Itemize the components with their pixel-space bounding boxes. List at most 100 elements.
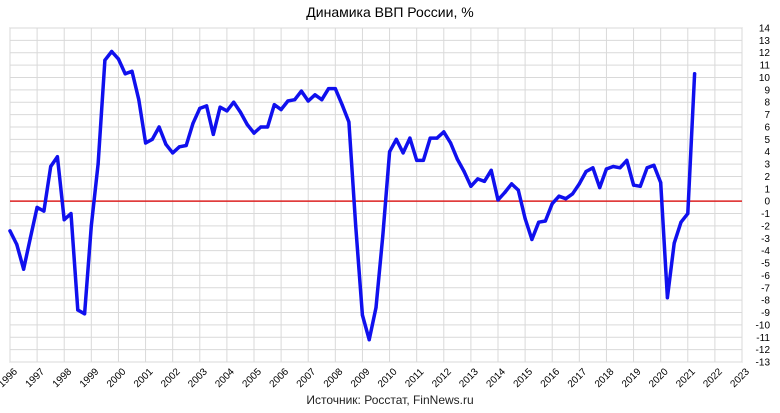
y-tick-label: 9 <box>764 85 770 96</box>
x-tick-label: 2003 <box>186 366 210 390</box>
x-tick-label: 1999 <box>78 366 102 390</box>
data-point <box>15 242 19 247</box>
x-tick-label: 1996 <box>0 366 20 390</box>
data-point <box>489 168 493 172</box>
data-point <box>543 219 548 223</box>
y-tick-label: 6 <box>764 122 770 133</box>
chart-title: Динамика ВВП России, % <box>306 4 474 20</box>
data-point <box>530 237 534 242</box>
y-tick-label: 13 <box>759 36 771 47</box>
data-point <box>591 166 595 170</box>
x-tick-label: 1998 <box>51 366 75 390</box>
data-point <box>686 212 690 216</box>
data-point <box>110 49 114 54</box>
data-point <box>69 212 73 216</box>
data-point <box>625 158 629 162</box>
x-tick-label: 2011 <box>403 366 426 389</box>
y-tick-label: -3 <box>761 234 770 245</box>
data-point <box>632 183 636 187</box>
x-tick-label: 2023 <box>728 366 752 390</box>
y-tick-label: 5 <box>764 135 770 146</box>
data-point <box>516 188 520 192</box>
data-point <box>611 164 615 169</box>
data-point <box>550 202 554 206</box>
data-point <box>672 241 676 245</box>
data-point <box>428 136 432 140</box>
data-point <box>89 224 93 228</box>
data-point <box>320 98 324 102</box>
y-tick-label: 0 <box>764 197 770 208</box>
data-point <box>394 137 398 141</box>
data-point <box>225 109 229 113</box>
data-point <box>340 103 344 107</box>
data-point <box>144 141 148 145</box>
data-point <box>577 182 581 186</box>
x-tick-label: 2019 <box>620 366 644 390</box>
data-point <box>306 99 310 103</box>
data-point <box>564 197 568 201</box>
data-point <box>171 151 175 155</box>
data-point <box>482 179 486 183</box>
x-tick-label: 1997 <box>24 366 48 390</box>
y-tick-label: 11 <box>760 61 771 72</box>
data-point <box>638 184 642 188</box>
data-point <box>293 98 297 102</box>
y-tick-label: -2 <box>761 221 770 232</box>
data-point <box>116 57 120 61</box>
x-tick-label: 2006 <box>268 366 292 390</box>
x-tick-label: 2013 <box>457 366 481 390</box>
data-point <box>618 166 622 170</box>
data-point <box>191 121 195 125</box>
data-point <box>421 158 425 162</box>
data-point <box>571 192 575 196</box>
data-point <box>177 145 181 149</box>
y-tick-label: -11 <box>756 333 770 344</box>
y-tick-label: -9 <box>761 308 770 319</box>
data-point <box>327 87 331 91</box>
data-point <box>259 125 263 129</box>
data-point <box>103 58 107 62</box>
grid-lines <box>9 27 743 363</box>
data-point <box>652 163 656 167</box>
data-point <box>49 164 53 169</box>
data-point <box>286 99 290 103</box>
data-point <box>22 267 26 271</box>
data-point <box>354 224 358 228</box>
source-note: Источник: Росстат, FinNews.ru <box>306 393 474 407</box>
data-point <box>693 72 697 76</box>
x-tick-label: 2001 <box>132 366 156 390</box>
data-point <box>347 120 351 124</box>
data-point <box>299 89 303 93</box>
data-point <box>28 236 32 240</box>
x-tick-label: 2000 <box>105 366 129 390</box>
data-point <box>449 141 453 145</box>
data-point <box>367 338 371 342</box>
data-point <box>584 169 588 174</box>
data-point <box>245 122 249 127</box>
x-tick-label: 2021 <box>674 366 698 390</box>
data-point <box>252 131 256 135</box>
data-point <box>510 182 514 186</box>
x-tick-label: 2007 <box>295 366 319 390</box>
x-tick-label: 2014 <box>484 366 508 390</box>
y-tick-label: 14 <box>759 24 771 35</box>
x-tick-label: 2010 <box>376 366 400 390</box>
data-point <box>360 313 364 317</box>
x-tick-label: 2008 <box>322 366 346 390</box>
data-point <box>604 167 609 171</box>
x-axis-ticks: 1996 1997 1998 1999 2000 2001 2002 2003 2004 2005… <box>0 366 752 390</box>
data-point <box>598 186 602 190</box>
y-tick-label: 1 <box>764 184 770 195</box>
data-point <box>523 216 527 221</box>
data-point <box>455 157 459 161</box>
x-tick-label: 2020 <box>647 366 671 390</box>
series-line <box>8 49 697 342</box>
y-tick-label: 7 <box>764 110 770 121</box>
x-tick-label: 2022 <box>701 366 725 390</box>
data-point <box>408 136 412 140</box>
y-tick-label: -13 <box>756 358 771 369</box>
y-tick-label: 12 <box>759 48 771 59</box>
data-point <box>83 312 87 316</box>
data-point <box>238 110 242 114</box>
